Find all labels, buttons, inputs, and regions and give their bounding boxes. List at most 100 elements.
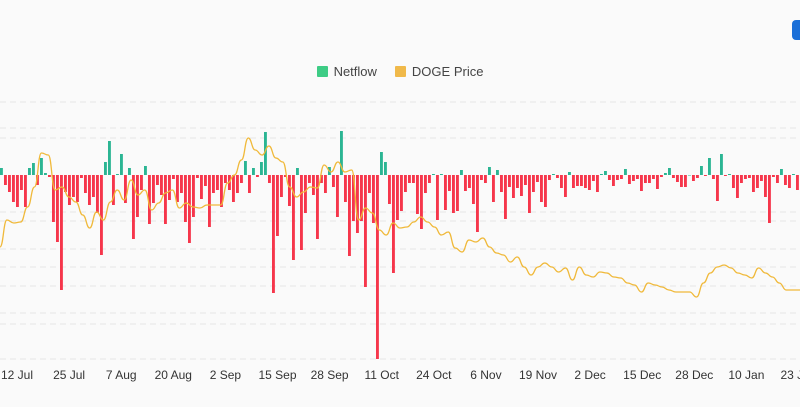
netflow-bar bbox=[320, 175, 323, 183]
netflow-bar bbox=[712, 175, 715, 179]
netflow-bar bbox=[44, 173, 47, 175]
netflow-bar bbox=[684, 175, 687, 187]
netflow-bar bbox=[540, 175, 543, 202]
netflow-bar bbox=[484, 175, 487, 183]
netflow-bar bbox=[648, 175, 651, 183]
netflow-bar bbox=[256, 175, 259, 177]
netflow-bar bbox=[240, 175, 243, 183]
netflow-bar bbox=[704, 175, 707, 176]
netflow-bar bbox=[384, 162, 387, 175]
netflow-bar bbox=[796, 175, 799, 190]
x-tick-label: 11 Oct bbox=[364, 368, 399, 382]
netflow-bar bbox=[136, 175, 139, 217]
netflow-bar bbox=[344, 175, 347, 202]
netflow-bar bbox=[776, 175, 779, 183]
netflow-bar bbox=[152, 175, 155, 203]
netflow-bar bbox=[424, 175, 427, 193]
netflow-bar bbox=[248, 175, 251, 193]
netflow-bar bbox=[232, 175, 235, 202]
netflow-bar bbox=[700, 166, 703, 175]
netflow-bar bbox=[668, 168, 671, 175]
netflow-bar bbox=[164, 175, 167, 224]
checkbox[interactable] bbox=[792, 20, 800, 40]
netflow-bar bbox=[452, 175, 455, 213]
x-tick-label: 19 Nov bbox=[519, 368, 557, 382]
netflow-bar bbox=[660, 175, 663, 177]
netflow-bar bbox=[572, 175, 575, 188]
netflow-bar bbox=[168, 175, 171, 200]
netflow-bar bbox=[100, 175, 103, 255]
netflow-bar bbox=[96, 175, 99, 213]
x-tick-label: 25 Jul bbox=[53, 368, 85, 382]
netflow-bar bbox=[80, 175, 83, 178]
netflow-bar bbox=[476, 175, 479, 232]
netflow-bar bbox=[116, 174, 119, 175]
netflow-bar bbox=[556, 175, 559, 178]
netflow-bar bbox=[368, 175, 371, 193]
netflow-bar bbox=[288, 175, 291, 206]
netflow-bar bbox=[724, 175, 727, 176]
netflow-bar bbox=[676, 175, 679, 182]
netflow-bar bbox=[584, 175, 587, 188]
x-tick-label: 2 Dec bbox=[574, 368, 605, 382]
netflow-bar bbox=[496, 170, 499, 175]
netflow-bar bbox=[720, 154, 723, 175]
netflow-bar bbox=[768, 175, 771, 223]
netflow-bar bbox=[436, 175, 439, 220]
netflow-bar bbox=[220, 175, 223, 207]
netflow-bar bbox=[580, 175, 583, 186]
netflow-bar bbox=[520, 175, 523, 196]
netflow-bar bbox=[180, 175, 183, 193]
netflow-bar bbox=[236, 175, 239, 193]
x-tick-label: 6 Nov bbox=[470, 368, 501, 382]
netflow-bar bbox=[292, 175, 295, 260]
x-tick-label: 23 Jan bbox=[780, 368, 800, 382]
netflow-bar bbox=[224, 175, 227, 183]
netflow-bar bbox=[588, 175, 591, 190]
x-tick-label: 12 Jul bbox=[1, 368, 33, 382]
netflow-bar bbox=[132, 175, 135, 239]
netflow-bar bbox=[524, 175, 527, 185]
netflow-bar bbox=[460, 170, 463, 175]
x-tick-label: 2 Sep bbox=[210, 368, 242, 382]
netflow-bar bbox=[260, 162, 263, 175]
netflow-bar bbox=[568, 172, 571, 175]
netflow-bar bbox=[104, 162, 107, 175]
netflow-bar bbox=[608, 175, 611, 180]
netflow-bar bbox=[792, 174, 795, 175]
netflow-bar bbox=[604, 171, 607, 175]
netflow-bar bbox=[412, 175, 415, 183]
netflow-bar bbox=[468, 175, 471, 188]
netflow-bar bbox=[284, 175, 287, 177]
netflow-bar bbox=[212, 175, 215, 193]
netflow-bar bbox=[444, 175, 447, 210]
netflow-bar bbox=[188, 175, 191, 243]
netflow-bar bbox=[52, 175, 55, 222]
netflow-bar bbox=[24, 175, 27, 207]
netflow-bar bbox=[764, 175, 767, 197]
netflow-bar bbox=[656, 175, 659, 189]
netflow-bar bbox=[332, 175, 335, 187]
netflow-bar bbox=[16, 175, 19, 207]
netflow-bar bbox=[732, 175, 735, 188]
netflow-bar bbox=[140, 175, 143, 190]
price-swatch bbox=[394, 66, 406, 77]
netflow-bar bbox=[756, 175, 759, 188]
netflow-bar bbox=[780, 169, 783, 175]
netflow-bar bbox=[92, 175, 95, 197]
netflow-bar bbox=[60, 175, 63, 290]
netflow-bar bbox=[728, 174, 731, 175]
netflow-bar bbox=[464, 175, 467, 191]
netflow-bar bbox=[176, 175, 179, 202]
x-tick-label: 28 Sep bbox=[311, 368, 349, 382]
netflow-bar bbox=[548, 175, 551, 180]
netflow-bar bbox=[516, 175, 519, 188]
netflow-bar bbox=[196, 175, 199, 178]
legend-item-netflow[interactable]: Netflow bbox=[316, 64, 377, 79]
netflow-bar bbox=[264, 132, 267, 175]
netflow-bar bbox=[64, 175, 67, 192]
netflow-bar bbox=[408, 175, 411, 183]
legend-item-price[interactable]: DOGE Price bbox=[394, 64, 483, 79]
netflow-bar bbox=[124, 175, 127, 203]
